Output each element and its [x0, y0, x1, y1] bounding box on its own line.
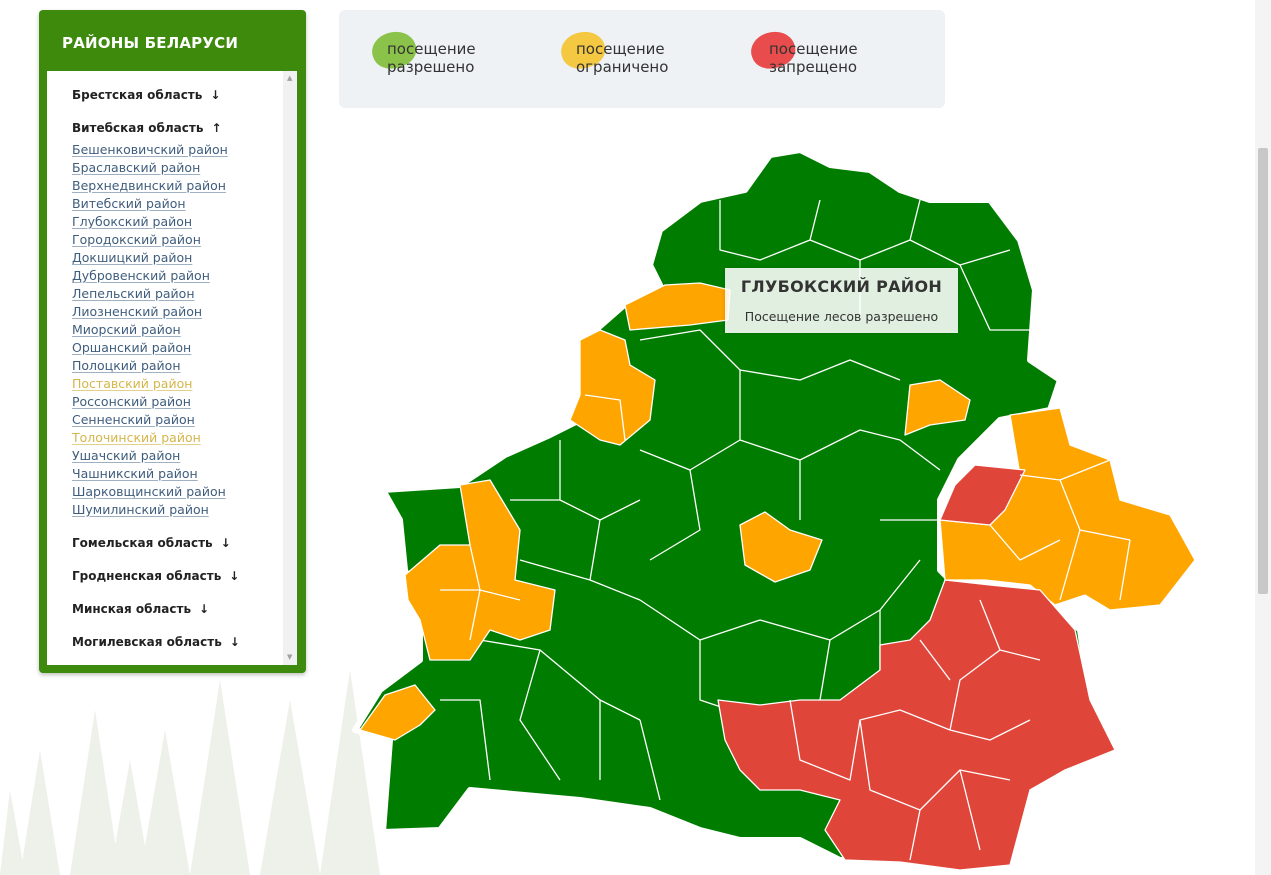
scrollbar: ▲ ▼ [283, 71, 297, 665]
tooltip-text: Посещение лесов разрешено [744, 309, 939, 324]
district-link[interactable]: Докшицкий район [72, 250, 193, 265]
district-link[interactable]: Шумилинский район [72, 502, 209, 517]
legend-label: посещение ограничено [576, 40, 669, 76]
district-link[interactable]: Поставский район [72, 376, 193, 391]
district-link[interactable]: Верхнедвинский район [72, 178, 226, 193]
region-name: Витебская область [72, 121, 204, 135]
map-area-restricted[interactable] [359, 282, 1196, 741]
scroll-down[interactable]: ▼ [287, 653, 293, 661]
sidebar-title: РАЙОНЫ БЕЛАРУСИ [62, 34, 239, 52]
district-borders [440, 394, 1131, 861]
district-link[interactable]: Бешенковичский район [72, 142, 228, 157]
region-name: Гомельская область [72, 536, 213, 550]
district-link[interactable]: Шарковщинский район [72, 484, 226, 499]
region-arrow: ↓ [229, 569, 240, 583]
district-link[interactable]: Россонский район [72, 394, 191, 409]
region-arrow: ↑ [211, 121, 222, 135]
region-item[interactable]: Брестская область ↓ [72, 88, 220, 102]
region-name: Брестская область [72, 88, 203, 102]
map-area-prohibited[interactable] [717, 464, 1116, 871]
district-link[interactable]: Браславский район [72, 160, 201, 175]
district-link[interactable]: Лиозненский район [72, 304, 203, 319]
district-link[interactable]: Витебский район [72, 196, 186, 211]
region-arrow: ↓ [229, 635, 240, 649]
legend-label: посещение разрешено [387, 40, 476, 76]
sidebar: РАЙОНЫ БЕЛАРУСИ ▲ ▼ Брестская область ↓ Ви… [39, 10, 306, 673]
legend: посещение разрешено посещение ограничено… [339, 10, 945, 108]
district-link[interactable]: Глубокский район [72, 214, 193, 229]
tooltip-title: ГЛУБОКСКИЙ РАЙОН [740, 277, 943, 296]
region-item[interactable]: Минская область ↓ [72, 602, 209, 616]
district-link[interactable]: Чашникский район [72, 466, 198, 481]
district-link[interactable]: Лепельский район [72, 286, 195, 301]
region-name: Гродненская область [72, 569, 222, 583]
region-name: Минская область [72, 602, 192, 616]
district-link[interactable]: Ушачский район [72, 448, 181, 463]
page-scrollbar [1255, 0, 1271, 875]
page-scrollbar-thumb[interactable] [1258, 148, 1268, 594]
district-link[interactable]: Толочинский район [72, 430, 201, 445]
district-link[interactable]: Миорский район [72, 322, 181, 337]
district-link[interactable]: Оршанский район [72, 340, 192, 355]
region-item[interactable]: Гомельская область ↓ [72, 536, 231, 550]
district-link[interactable]: Дубровенский район [72, 268, 210, 283]
region-arrow: ↓ [199, 602, 210, 616]
region-item[interactable]: Гродненская область ↓ [72, 569, 239, 583]
district-link[interactable]: Полоцкий район [72, 358, 181, 373]
scroll-up[interactable]: ▲ [287, 74, 293, 82]
region-item[interactable]: Могилевская область ↓ [72, 635, 240, 649]
region-arrow: ↓ [220, 536, 231, 550]
district-link[interactable]: Сенненский район [72, 412, 195, 427]
tooltip: ГЛУБОКСКИЙ РАЙОН Посещение лесов разреше… [725, 268, 958, 333]
region-item[interactable]: Витебская область ↑ [72, 121, 222, 135]
region-list: ▲ ▼ Брестская область ↓ Витебская область ↑… [47, 71, 297, 665]
district-link[interactable]: Городокский район [72, 232, 201, 247]
legend-label: посещение запрещено [769, 40, 858, 76]
region-arrow: ↓ [210, 88, 221, 102]
forest-background [0, 670, 380, 875]
region-name: Могилевская область [72, 635, 222, 649]
